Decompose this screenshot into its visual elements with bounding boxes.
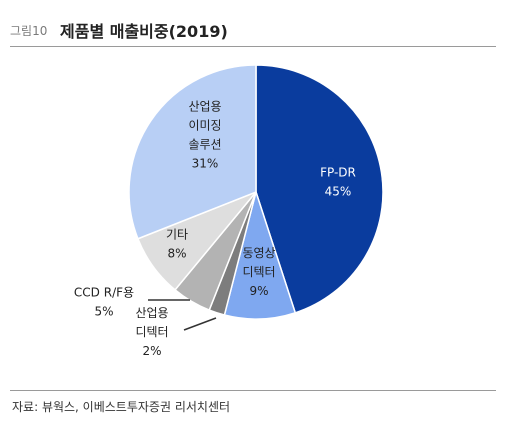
leader-line-2 — [183, 317, 217, 331]
slice-name-5-1: 이미징 — [188, 119, 221, 133]
slice-name-3-0: CCD R/F용 — [74, 286, 134, 300]
slice-name-4-0: 기타 — [166, 228, 188, 242]
slice-value-1: 9% — [249, 284, 268, 298]
slice-label-4: 기타 8% — [166, 228, 188, 261]
slice-value-2: 2% — [142, 344, 161, 358]
slice-name-1-0: 동영상 — [242, 246, 275, 260]
pie-slice-5 — [128, 64, 257, 240]
pie-slice-0 — [255, 64, 384, 314]
slice-name-2-1: 디텍터 — [135, 325, 168, 339]
slice-name-0-0: FP-DR — [320, 166, 356, 180]
slice-value-3: 5% — [94, 305, 113, 319]
slice-value-5: 31% — [192, 157, 219, 171]
figure-number: 그림10 — [10, 24, 48, 38]
slice-name-1-1: 디텍터 — [242, 265, 275, 279]
figure-title: 제품별 매출비중(2019) — [60, 22, 228, 41]
figure-header: 그림10 제품별 매출비중(2019) — [10, 14, 496, 44]
slice-label-0: FP-DR 45% — [320, 166, 356, 199]
slice-value-0: 45% — [325, 185, 352, 199]
slice-name-5-2: 솔루션 — [188, 138, 221, 152]
bottom-rule — [10, 390, 496, 391]
slice-label-3: CCD R/F용 5% — [74, 286, 134, 319]
slice-name-5-0: 산업용 — [188, 100, 221, 114]
slice-name-2-0: 산업용 — [135, 306, 168, 320]
source-note: 자료: 뷰웍스, 이베스트투자증권 리서치센터 — [12, 400, 231, 414]
slice-value-4: 8% — [167, 247, 186, 261]
top-rule — [10, 46, 496, 47]
